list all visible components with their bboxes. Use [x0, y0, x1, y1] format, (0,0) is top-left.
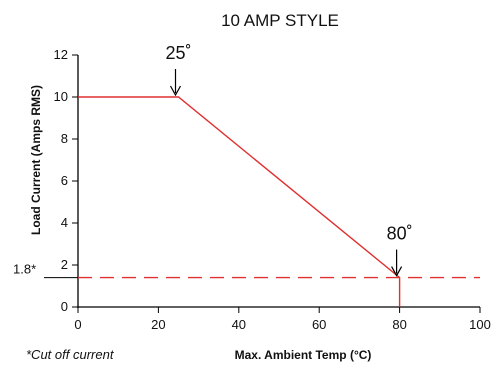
- chart-title: 10 AMP STYLE: [221, 11, 339, 30]
- y-axis-label: Load Current (Amps RMS): [29, 85, 43, 235]
- x-axis-label: Max. Ambient Temp (°C): [235, 348, 372, 362]
- temp-annotation-1: 25˚: [165, 43, 191, 63]
- x-tick-label: 80: [392, 317, 406, 332]
- y-tick-label: 4: [61, 215, 68, 230]
- y-tick-label: 10: [54, 89, 68, 104]
- temp-annotation-2: 80˚: [387, 224, 413, 244]
- x-tick-label: 40: [232, 317, 246, 332]
- x-tick-label: 100: [469, 317, 491, 332]
- y-tick-label: 12: [54, 47, 68, 62]
- plot-area: 0 2 4 6 8 10 12 0 20 40 60 80 100 1.8* 25˚ 80˚: [13, 43, 491, 332]
- annotation-arrow-head: [169, 85, 182, 97]
- annotation-arrow-head: [391, 266, 403, 277]
- derating-curve: [78, 96, 401, 307]
- y-tick-label: 2: [61, 257, 68, 272]
- cutoff-label: 1.8*: [13, 262, 36, 277]
- footnote: *Cut off current: [26, 347, 115, 362]
- y-tick-label: 8: [61, 131, 68, 146]
- y-tick-label: 0: [61, 299, 68, 314]
- x-tick-label: 0: [74, 317, 81, 332]
- x-tick-label: 20: [151, 317, 165, 332]
- x-tick-label: 60: [312, 317, 326, 332]
- y-tick-label: 6: [61, 173, 68, 188]
